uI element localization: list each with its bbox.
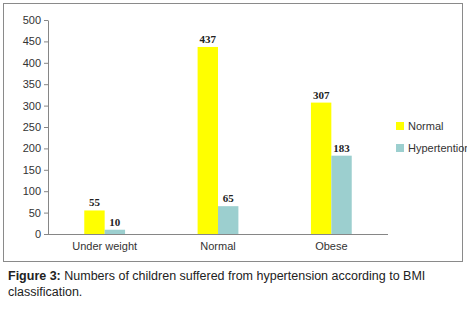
y-tick: 400	[23, 57, 48, 69]
chart-frame	[4, 4, 463, 262]
y-tick-mark	[44, 63, 48, 64]
bar	[84, 210, 104, 234]
legend-label: Hypertention	[408, 142, 467, 154]
bar	[105, 230, 125, 234]
y-tick-label: 450	[23, 35, 41, 47]
x-tick-label: Normal	[200, 240, 235, 252]
x-tick-label: Obese	[315, 240, 347, 252]
y-tick-mark	[44, 106, 48, 107]
bars	[84, 47, 351, 234]
x-axis: Under weight Normal Obese	[48, 234, 388, 252]
legend-swatch	[396, 122, 404, 130]
data-label: 437	[200, 33, 217, 45]
y-tick: 150	[23, 164, 48, 176]
bar	[218, 206, 238, 234]
y-tick-mark	[44, 234, 48, 235]
y-tick: 0	[35, 228, 48, 240]
y-tick-label: 150	[23, 164, 41, 176]
legend-label: Normal	[408, 120, 443, 132]
y-tick-label: 350	[23, 78, 41, 90]
x-tick: Obese	[315, 234, 347, 252]
chart: 0 50 100 150 200 250 300 350 400 450 500 Under weig…	[0, 0, 467, 265]
y-tick: 350	[23, 78, 48, 90]
y-tick-mark	[44, 148, 48, 149]
x-axis-line	[48, 234, 388, 235]
y-axis-line	[48, 21, 49, 235]
data-label: 55	[89, 196, 101, 208]
data-label: 307	[313, 89, 330, 101]
y-tick-mark	[44, 84, 48, 85]
y-tick-mark	[44, 41, 48, 42]
y-tick-mark	[44, 20, 48, 21]
legend-item: Normal	[396, 120, 443, 132]
legend-item: Hypertention	[396, 142, 467, 154]
y-tick: 300	[23, 100, 48, 112]
y-tick-label: 400	[23, 57, 41, 69]
data-labels: 55 437 307 10 65 183	[89, 33, 350, 228]
bar	[198, 47, 218, 234]
y-tick: 500	[23, 14, 48, 26]
y-tick: 450	[23, 35, 48, 47]
data-label: 183	[333, 142, 350, 154]
caption-label: Figure 3:	[8, 269, 61, 283]
y-tick-mark	[44, 191, 48, 192]
caption-text: Numbers of children suffered from hypert…	[8, 269, 425, 299]
x-tick-label: Under weight	[72, 240, 137, 252]
y-tick-label: 250	[23, 121, 41, 133]
y-axis: 0 50 100 150 200 250 300 350 400 450 500	[23, 14, 49, 240]
y-tick-mark	[44, 127, 48, 128]
legend-swatch	[396, 144, 404, 152]
y-tick: 100	[23, 185, 48, 197]
y-tick-label: 200	[23, 142, 41, 154]
bar	[331, 156, 351, 234]
y-tick-label: 100	[23, 185, 41, 197]
y-tick-label: 50	[29, 207, 41, 219]
y-tick-label: 500	[23, 14, 41, 26]
legend: Normal Hypertention	[396, 120, 467, 154]
data-label: 65	[223, 192, 235, 204]
bar	[311, 103, 331, 234]
y-tick: 250	[23, 121, 48, 133]
y-tick: 50	[29, 207, 48, 219]
x-tick: Under weight	[72, 234, 137, 252]
y-tick-label: 0	[35, 228, 41, 240]
y-tick-mark	[44, 170, 48, 171]
y-tick-mark	[44, 213, 48, 214]
caption: Figure 3: Numbers of children suffered f…	[8, 268, 460, 300]
y-tick: 200	[23, 142, 48, 154]
data-label: 10	[109, 216, 121, 228]
y-tick-label: 300	[23, 100, 41, 112]
x-tick: Normal	[200, 234, 235, 252]
